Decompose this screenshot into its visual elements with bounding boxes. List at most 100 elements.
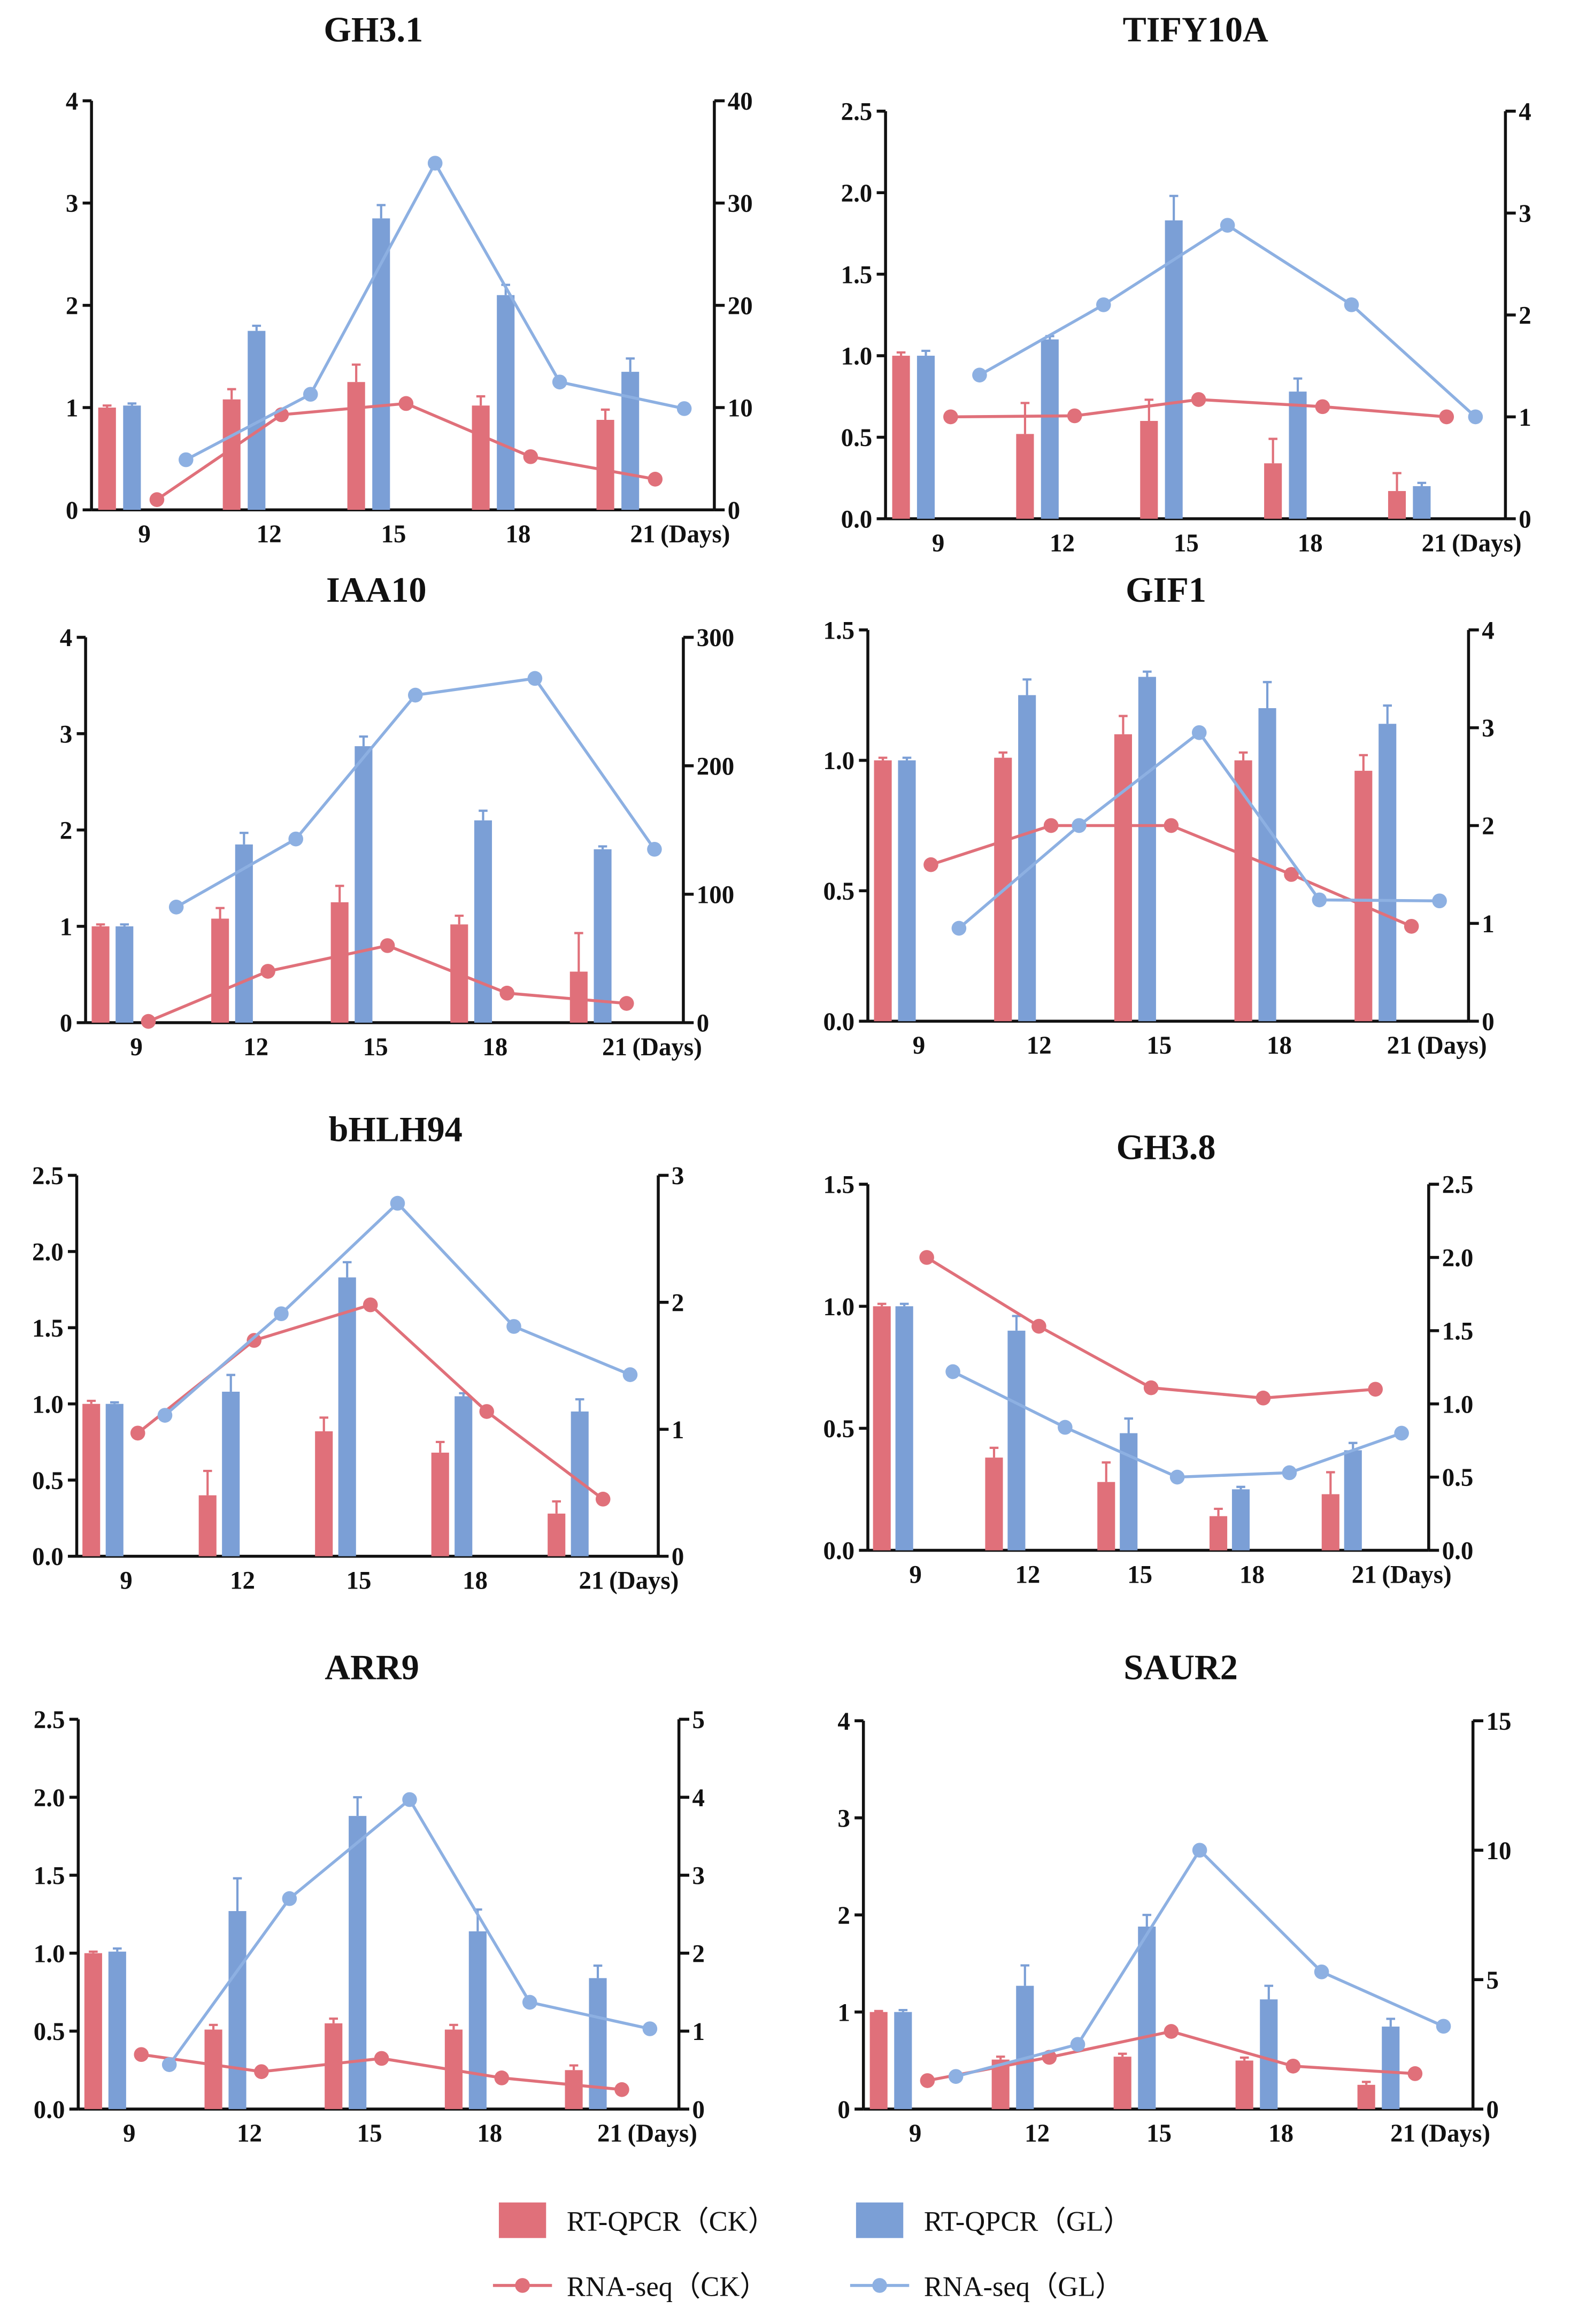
bar-rtqpcr-gl <box>571 1411 589 1556</box>
bar-rtqpcr-gl <box>474 820 492 1023</box>
left-y-tick-label: 1 <box>60 913 72 941</box>
bar-rtqpcr-ck <box>1016 434 1034 519</box>
bar-rtqpcr-ck <box>1321 1494 1339 1551</box>
x-tick-label: 21 <box>1390 2120 1415 2147</box>
x-axis-label: (Days) <box>1421 2120 1490 2147</box>
chart-title: IAA10 <box>326 571 427 610</box>
point-rnaseq-gl <box>642 2021 658 2036</box>
bar-rtqpcr-gl <box>115 926 134 1023</box>
x-axis-label: (Days) <box>660 520 730 548</box>
bar-rtqpcr-ck <box>1354 771 1373 1022</box>
point-rnaseq-ck <box>380 938 395 953</box>
point-rnaseq-gl <box>1436 2019 1451 2034</box>
x-tick-label: 9 <box>909 1561 921 1589</box>
bar-rtqpcr-gl <box>1138 677 1156 1022</box>
point-rnaseq-ck <box>247 1333 262 1348</box>
bar-rtqpcr-ck <box>548 1513 566 1556</box>
point-rnaseq-ck <box>920 2073 935 2088</box>
x-tick-label: 15 <box>381 520 406 548</box>
left-y-tick-label: 0.0 <box>32 1543 64 1571</box>
legend-label: RT-QPCR（GL） <box>924 2206 1131 2237</box>
point-rnaseq-ck <box>1368 1382 1383 1397</box>
bar-rtqpcr-gl <box>589 1978 607 2110</box>
legend-label: RNA-seq（GL） <box>924 2271 1123 2302</box>
point-rnaseq-gl <box>1344 297 1359 312</box>
bar-rtqpcr-gl <box>123 405 141 510</box>
bar-rtqpcr-ck <box>874 760 892 1022</box>
bar-rtqpcr-ck <box>1388 491 1406 519</box>
right-y-tick-label: 30 <box>728 190 753 218</box>
legend-label: RNA-seq（CK） <box>567 2271 768 2302</box>
point-rnaseq-gl <box>951 921 967 936</box>
point-rnaseq-gl <box>282 1891 297 1906</box>
bar-rtqpcr-gl <box>1260 1999 1278 2110</box>
point-rnaseq-gl <box>402 1792 417 1807</box>
point-rnaseq-ck <box>134 2047 149 2062</box>
left-y-tick-label: 1.5 <box>841 261 873 289</box>
bar-rtqpcr-gl <box>1289 392 1307 519</box>
bar-rtqpcr-ck <box>98 408 116 510</box>
line-rnaseq-ck <box>926 1256 1376 1400</box>
point-rnaseq-gl <box>1394 1425 1409 1441</box>
x-axis-label: (Days) <box>1452 530 1521 557</box>
point-rnaseq-ck <box>1256 1390 1271 1406</box>
point-rnaseq-gl <box>1312 892 1327 908</box>
x-axis-label: (Days) <box>609 1567 679 1594</box>
bar-rtqpcr-ck <box>1114 734 1132 1022</box>
right-y-tick-label: 100 <box>697 881 734 909</box>
point-rnaseq-gl <box>647 841 662 857</box>
x-tick-label: 21 <box>597 2120 622 2147</box>
bar-rtqpcr-gl <box>235 844 253 1023</box>
right-y-tick-label: 40 <box>728 88 753 116</box>
chart-title: ARR9 <box>325 1648 419 1687</box>
x-tick-label: 12 <box>257 520 282 548</box>
left-y-tick-label: 0 <box>837 2096 850 2124</box>
bar-rtqpcr-gl <box>621 372 640 510</box>
x-axis-label: (Days) <box>1382 1561 1451 1589</box>
point-rnaseq-ck <box>614 2082 629 2097</box>
bar-rtqpcr-gl <box>108 1951 126 2110</box>
point-rnaseq-ck <box>254 2064 269 2080</box>
point-rnaseq-ck <box>1407 2066 1423 2081</box>
x-tick-label: 15 <box>363 1033 388 1061</box>
chart-panel-gh3-8: GH3.8 0.0 0.5 1.0 1.5 0.0 0.5 1.0 1.5 2.0 2.5 9 12 15… <box>823 1128 1474 1589</box>
chart-title: GIF1 <box>1126 571 1206 610</box>
bar-rtqpcr-ck <box>873 1306 891 1551</box>
left-y-tick-label: 3 <box>66 190 78 218</box>
left-y-tick-label: 1.0 <box>34 1940 65 1968</box>
bar-rtqpcr-ck <box>1357 2084 1375 2110</box>
left-y-tick-label: 2 <box>60 817 72 845</box>
x-tick-label: 9 <box>120 1567 132 1594</box>
right-y-tick-label: 1 <box>672 1416 684 1444</box>
right-y-tick-label: 20 <box>728 292 753 320</box>
chart-title: TIFY10A <box>1123 10 1268 49</box>
x-tick-label: 15 <box>1127 1561 1152 1589</box>
point-rnaseq-ck <box>1031 1318 1046 1334</box>
chart-title: GH3.8 <box>1116 1128 1216 1167</box>
point-rnaseq-gl <box>1058 1420 1073 1435</box>
x-tick-label: 18 <box>477 2120 502 2147</box>
bar-rtqpcr-gl <box>1413 486 1431 519</box>
point-rnaseq-ck <box>1067 408 1082 424</box>
bar-rtqpcr-ck <box>1113 2057 1131 2110</box>
bar-rtqpcr-gl <box>594 849 612 1023</box>
point-rnaseq-ck <box>919 1250 934 1265</box>
left-y-tick-label: 0.5 <box>823 1415 855 1443</box>
left-y-tick-label: 4 <box>60 624 72 652</box>
bar-rtqpcr-ck <box>472 405 490 510</box>
right-y-tick-label: 4 <box>1482 617 1494 645</box>
point-rnaseq-ck <box>1284 867 1299 882</box>
right-y-tick-label: 0 <box>1519 505 1531 533</box>
point-rnaseq-gl <box>1192 1843 1207 1858</box>
x-tick-label: 9 <box>913 1032 925 1060</box>
left-y-tick-label: 1.0 <box>823 747 855 775</box>
bar-rtqpcr-gl <box>105 1403 124 1556</box>
point-rnaseq-ck <box>1043 818 1059 833</box>
left-y-tick-label: 2.5 <box>34 1706 65 1734</box>
point-rnaseq-ck <box>943 409 958 425</box>
bar-rtqpcr-gl <box>898 760 916 1022</box>
bar-rtqpcr-ck <box>1234 760 1252 1022</box>
bar-rtqpcr-ck <box>1264 463 1282 519</box>
